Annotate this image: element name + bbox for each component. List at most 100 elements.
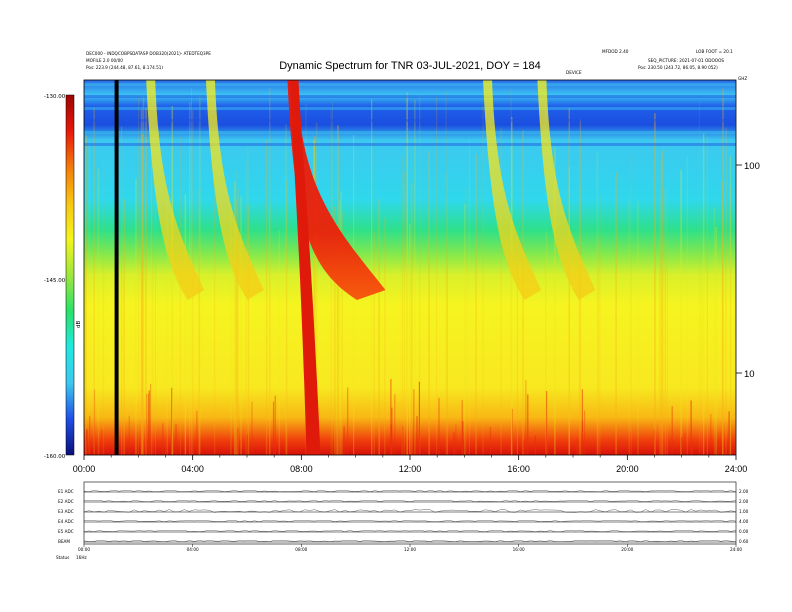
low-freq-spike (577, 438, 579, 455)
low-freq-spike (150, 383, 152, 455)
texture-streak (511, 117, 513, 455)
texture-streak (151, 156, 152, 455)
texture-streak (568, 167, 570, 455)
low-freq-spike (148, 390, 150, 455)
low-freq-spike (489, 427, 491, 455)
data-gap-line (114, 80, 119, 455)
texture-streak (702, 133, 705, 455)
y-tick-label-100: 100 (744, 161, 760, 172)
x-tick-label: 24:00 (725, 464, 748, 474)
low-freq-spike (89, 415, 91, 455)
texture-streak (596, 152, 599, 455)
texture-streak (184, 194, 187, 455)
texture-streak (419, 93, 421, 455)
header-left-line-3: Pos: 223.9 (244.48, 87.61, 8.174.51) (86, 65, 163, 70)
low-freq-spike (391, 407, 393, 455)
low-freq-spike (416, 416, 418, 455)
texture-streak (330, 110, 332, 455)
texture-streak (142, 95, 145, 455)
texture-streak (475, 153, 477, 455)
texture-streak (337, 125, 339, 455)
low-freq-spike (162, 423, 164, 455)
panel-x-label: 20:00 (621, 547, 633, 552)
low-freq-spike (527, 394, 529, 455)
low-freq-spike (147, 393, 150, 455)
panel-x-label: 08:00 (295, 547, 307, 552)
top-band-stripe (84, 131, 736, 134)
texture-streak (165, 207, 167, 455)
footer-value: 16Hz (76, 555, 87, 560)
x-tick-label: 12:00 (399, 464, 422, 474)
footer-label: Status (56, 555, 69, 560)
texture-streak (445, 91, 447, 455)
texture-streak (313, 136, 316, 455)
low-freq-spike (343, 426, 345, 455)
header-left: DEC000 - INDQCOBPSDATASP DOB320(2021)- A… (86, 51, 211, 70)
texture-streak (615, 172, 617, 455)
texture-streak (428, 151, 430, 455)
texture-streak (500, 128, 502, 455)
panel-row-label: BEAM (58, 539, 70, 544)
texture-streak (545, 90, 546, 455)
top-band-stripe (84, 95, 736, 98)
low-freq-spike (93, 389, 96, 455)
texture-streak (145, 108, 147, 455)
panel-x-label: 00:00 (78, 547, 90, 552)
texture-streak (664, 188, 667, 455)
low-freq-spike (581, 389, 583, 455)
low-freq-spike (534, 435, 536, 455)
texture-streak (554, 147, 556, 455)
x-tick-label: 16:00 (507, 464, 530, 474)
panel-row-value: 1.00 (739, 509, 749, 514)
texture-streak (735, 90, 736, 455)
texture-streak (93, 107, 95, 455)
low-freq-spike (251, 401, 253, 455)
top-band-stripe (84, 107, 736, 110)
texture-streak (285, 124, 287, 455)
x-tick-label: 08:00 (290, 464, 313, 474)
low-freq-spike (347, 387, 349, 455)
burst-4 (537, 80, 596, 300)
texture-streak (725, 127, 727, 455)
texture-streak (141, 133, 143, 455)
top-band-stripe (84, 143, 736, 146)
texture-streak (468, 139, 470, 455)
texture-streak (152, 148, 154, 455)
texture-streak (686, 155, 688, 455)
texture-streak (247, 205, 250, 455)
colorbar-label: dB (76, 321, 82, 328)
texture-streak (313, 140, 315, 455)
texture-streak (630, 155, 632, 455)
low-freq-spike (101, 430, 103, 455)
texture-streak (179, 137, 181, 455)
texture-streak (663, 139, 665, 455)
texture-streak (722, 88, 724, 455)
texture-streak (269, 88, 271, 455)
panel-row-value: 2.00 (739, 489, 749, 494)
texture-streak (198, 189, 200, 455)
panel-row-trace (83, 530, 737, 532)
colorbar-tick-top: -130.00 (44, 94, 66, 100)
texture-streak (334, 206, 336, 455)
texture-streak (121, 126, 123, 455)
top-band-stripe (84, 119, 736, 122)
texture-streak (88, 142, 90, 455)
texture-streak (85, 135, 87, 455)
texture-streak (414, 99, 416, 455)
burst-3 (483, 80, 542, 300)
panel-x-label: 12:00 (404, 547, 416, 552)
housekeeping-panel: E1 ADC 2.00 E2 ADC 2.00 E3 ADC 1.00 E4 ADC 4.00… (56, 481, 749, 560)
texture-streak (661, 150, 663, 455)
low-freq-spike (413, 389, 415, 455)
texture-streak (713, 207, 715, 455)
panel-row-trace (83, 509, 737, 513)
texture-streak (97, 168, 100, 455)
texture-streak (171, 105, 174, 455)
texture-streak (315, 186, 317, 455)
low-freq-spike (237, 427, 239, 455)
texture-streak (237, 188, 239, 455)
y-tick-label-10: 10 (744, 369, 755, 380)
panel-row-label: E2 ADC (58, 499, 74, 504)
x-axis: 00:00 04:00 08:00 12:00 16:00 20:00 24:00 (73, 455, 748, 474)
texture-streak (401, 156, 403, 455)
